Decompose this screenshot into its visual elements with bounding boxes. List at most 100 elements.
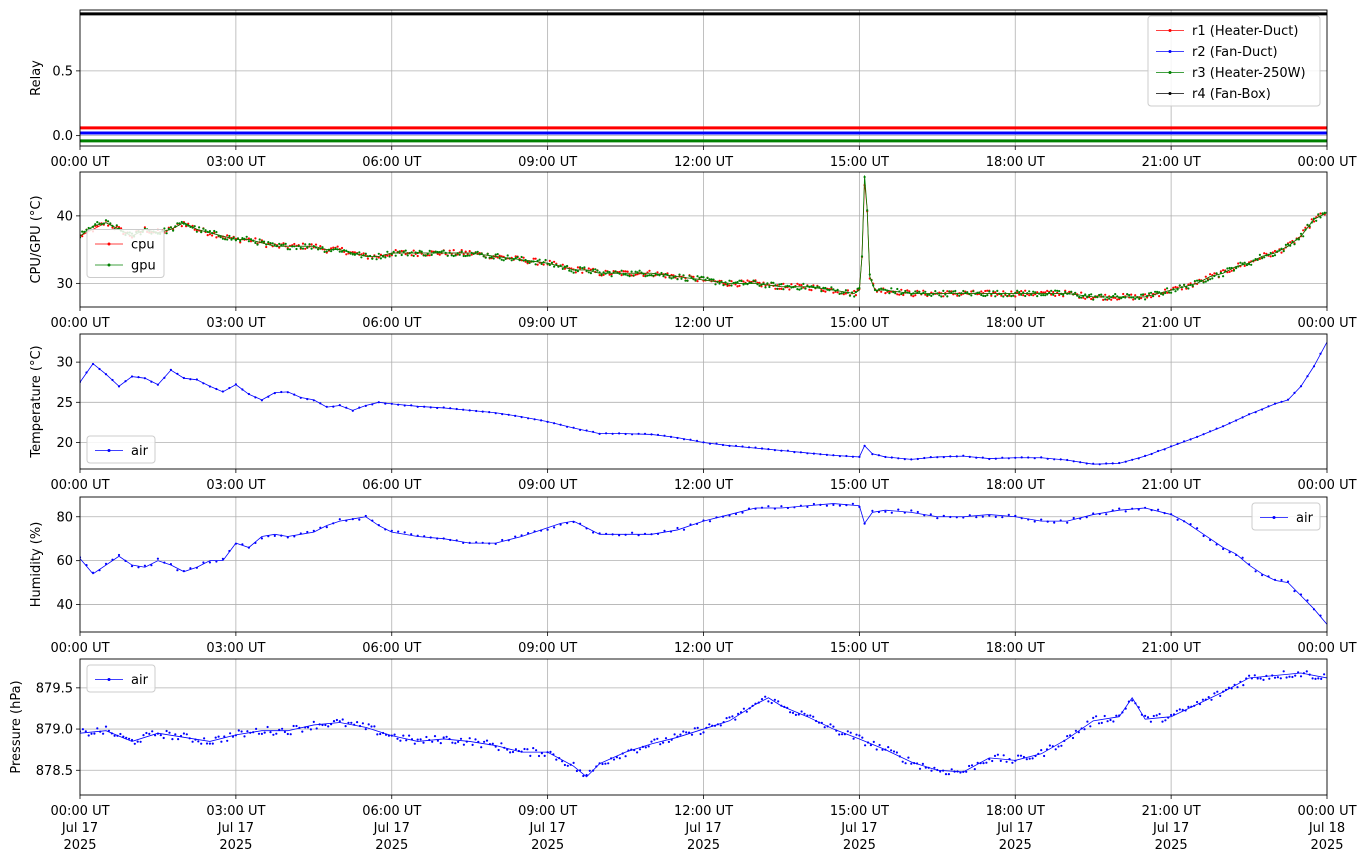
data-point [738,279,741,282]
legend-label: r4 (Fan-Box) [1192,87,1271,102]
data-point [1043,754,1046,758]
data-point [237,729,240,732]
data-point [1144,293,1147,296]
grid [80,10,1327,146]
data-point [1209,430,1212,433]
data-point [481,541,484,544]
data-point [527,532,530,535]
data-point [410,404,413,407]
data-point [933,766,936,769]
data-point [263,731,266,734]
data-point [142,734,145,737]
data-point [99,730,102,733]
data-point [1098,463,1101,466]
data-point [724,281,727,284]
data-point [460,250,463,253]
data-point [507,413,510,416]
data-point [572,426,575,429]
data-point [1245,677,1248,680]
data-point [929,456,932,459]
data-point [934,290,937,293]
data-point [1004,292,1007,295]
data-point [494,253,497,256]
data-point [736,281,739,284]
data-point [938,294,941,297]
data-point [1230,687,1233,690]
data-point [858,505,861,508]
data-point [514,535,517,538]
data-point [1046,457,1049,460]
data-point [1267,575,1270,578]
data-point [430,253,433,256]
data-point [179,734,183,738]
data-point [371,519,374,522]
data-point [501,538,504,542]
data-point [1137,706,1140,709]
data-point [1007,513,1010,517]
data-point [397,403,400,406]
data-point [632,274,635,277]
data-point [594,268,597,271]
data-point [640,271,643,274]
data-point [1054,748,1057,751]
data-point [1241,416,1244,419]
data-point [1032,294,1035,297]
data-point [494,542,497,546]
data-point [626,274,629,277]
data-point [884,748,887,751]
data-point [1052,290,1055,294]
data-point [851,291,854,294]
data-point [221,237,224,240]
data-point [557,265,560,268]
data-point [162,736,165,740]
data-point [843,733,847,736]
data-point [1308,225,1311,228]
data-point [592,531,595,534]
data-point [720,280,723,283]
data-point [520,255,523,259]
data-point [1028,290,1031,293]
data-point [600,273,603,276]
data-point [1228,422,1231,425]
data-point [996,289,999,292]
data-point [1084,293,1087,296]
data-point [116,734,119,737]
data-point [555,758,558,761]
data-point [477,740,480,743]
grid [80,497,1327,632]
data-point [1020,517,1023,520]
data-point [163,227,166,230]
data-point [624,273,627,276]
data-point [426,252,429,256]
data-point [1319,216,1322,219]
data-point [726,283,729,286]
data-point [1236,686,1239,689]
data-point [239,239,242,242]
data-point [812,502,816,506]
data-point [1111,509,1114,512]
data-point [524,260,527,263]
data-point [786,506,790,510]
data-point [672,276,675,279]
data-point [642,274,645,277]
plot-area [80,175,1327,301]
data-point [520,534,523,537]
data-point [1146,716,1150,719]
data-point [774,287,777,290]
data-point [863,444,866,447]
data-point [124,559,127,563]
data-point [1072,293,1075,296]
data-point [133,742,136,745]
data-point [592,430,595,433]
data-point [1082,296,1085,299]
y-tick-label: 40 [56,598,73,613]
data-point [1097,722,1101,725]
data-point [386,250,389,253]
data-point [452,254,455,258]
data-point [404,249,407,252]
data-point [325,405,328,408]
data-point [347,721,350,724]
series-air [80,670,1327,778]
x-tick-label: 00:00 UT [50,478,109,493]
legend-box [86,664,156,693]
